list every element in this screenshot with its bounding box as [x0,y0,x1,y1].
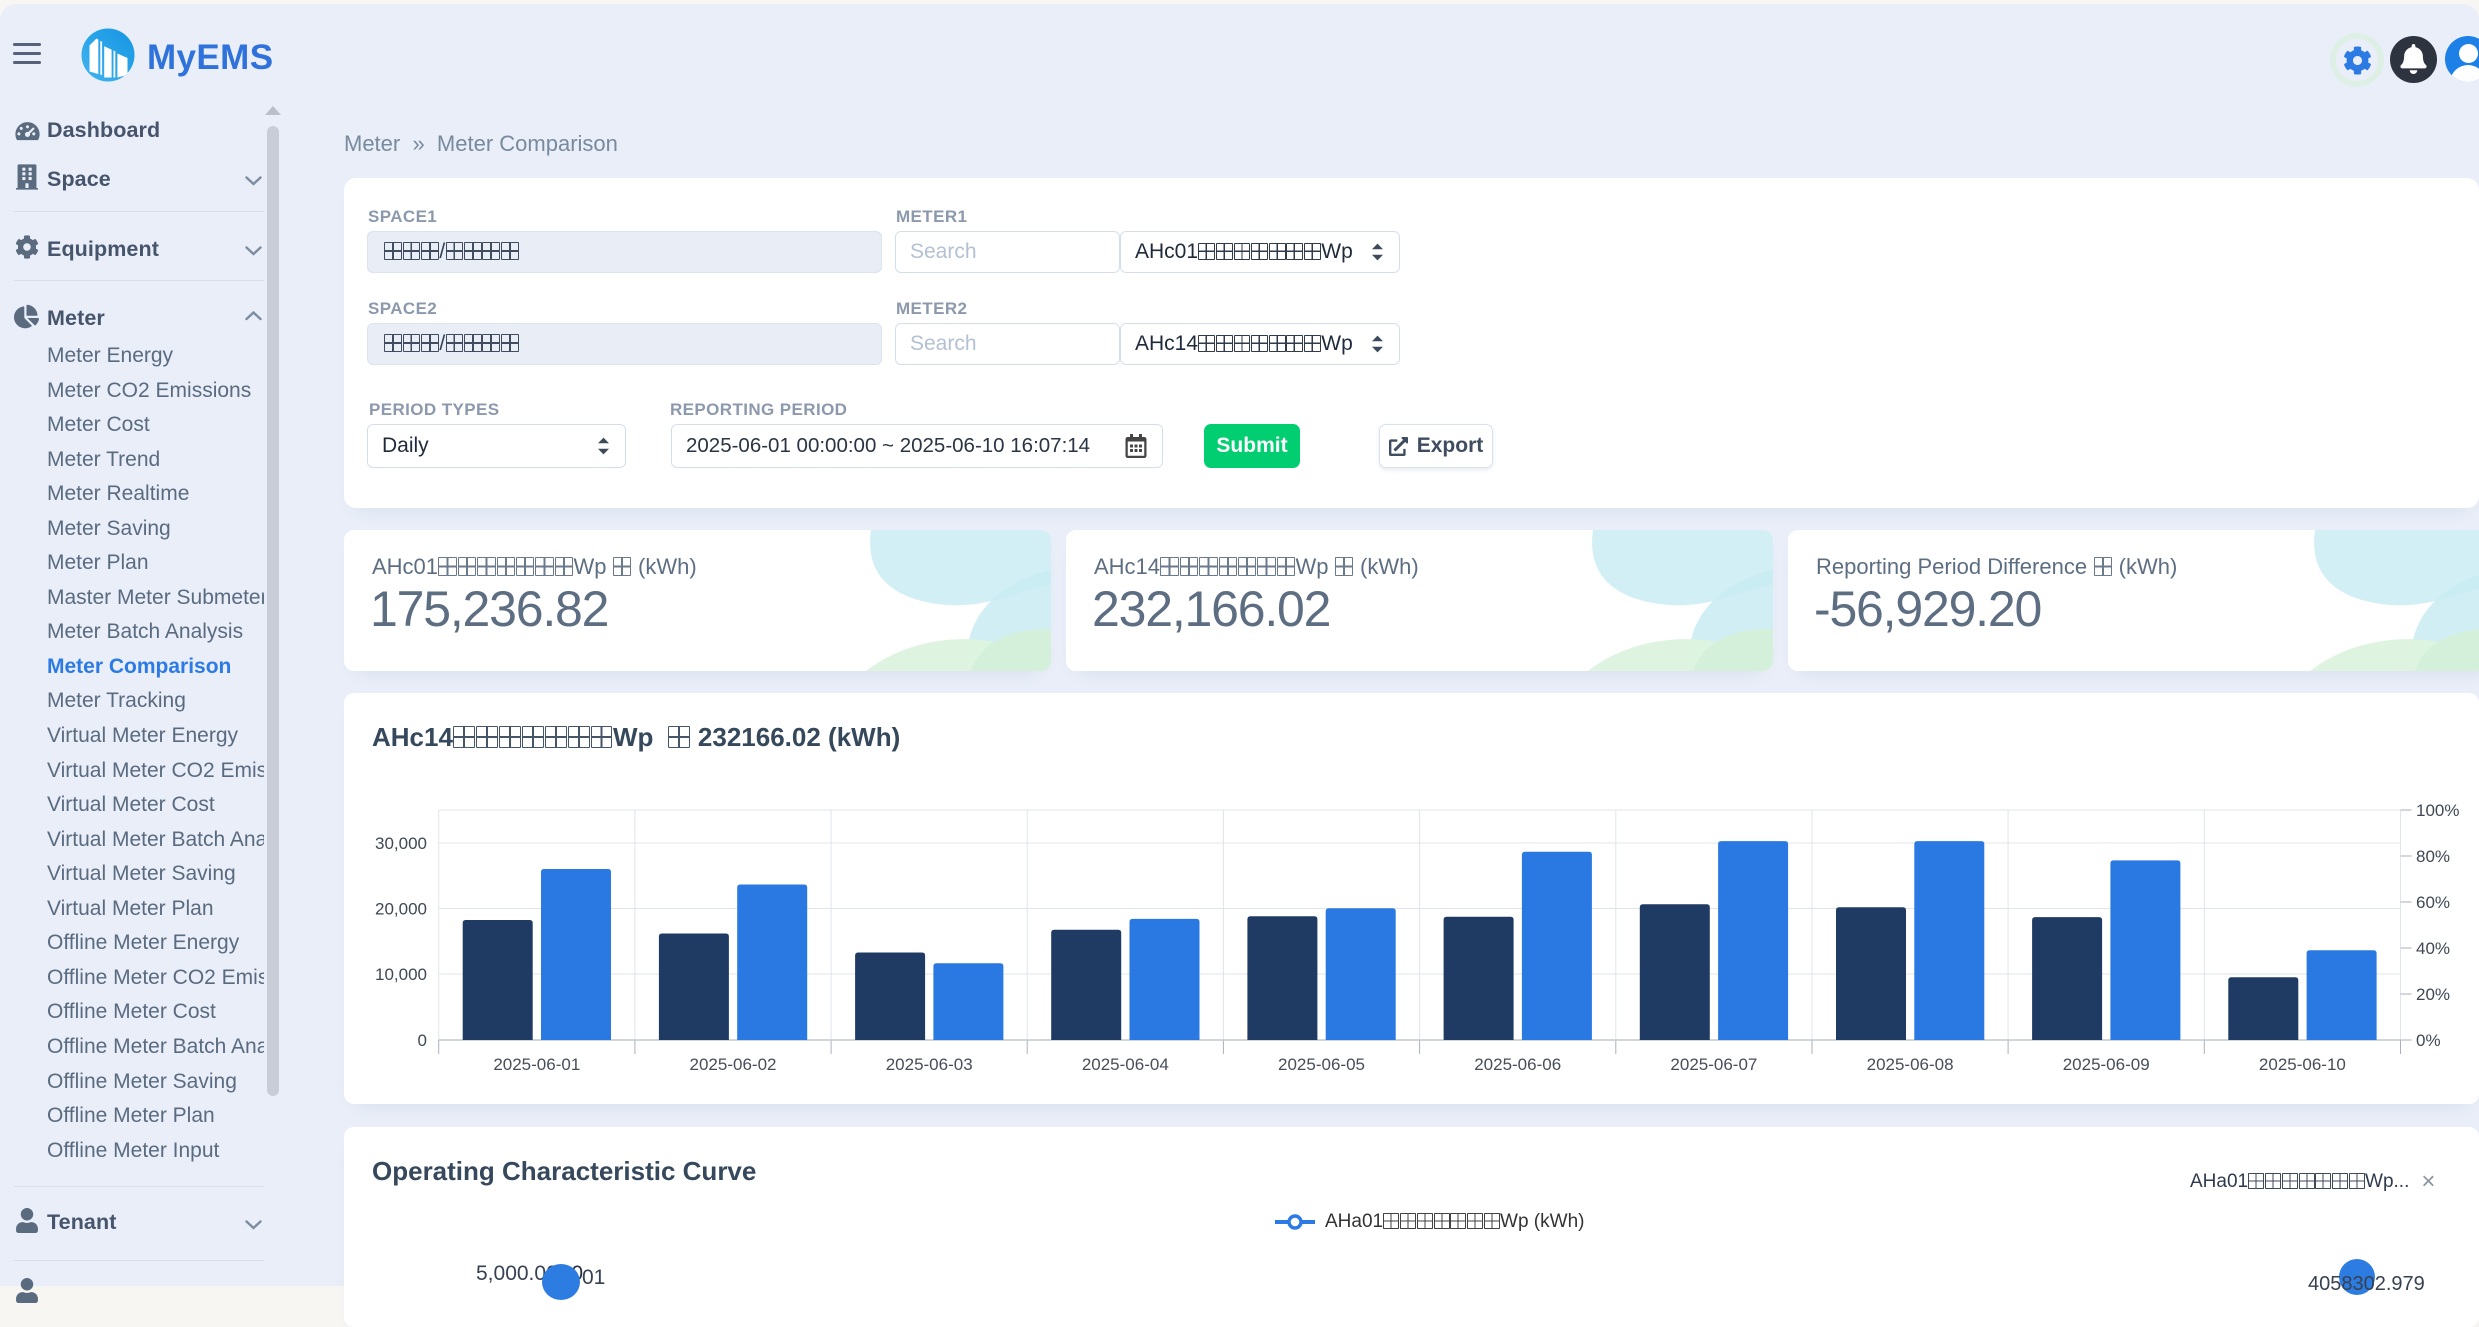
svg-text:2025-06-07: 2025-06-07 [1670,1055,1757,1074]
svg-text:100%: 100% [2416,801,2459,820]
svg-text:20,000: 20,000 [375,900,427,919]
svg-text:2025-06-05: 2025-06-05 [1278,1055,1365,1074]
svg-text:80%: 80% [2416,847,2450,866]
svg-text:10,000: 10,000 [375,965,427,984]
svg-text:60%: 60% [2416,893,2450,912]
svg-text:0: 0 [418,1031,427,1050]
svg-text:0%: 0% [2416,1031,2441,1050]
svg-text:2025-06-04: 2025-06-04 [1082,1055,1169,1074]
svg-text:2025-06-09: 2025-06-09 [2063,1055,2150,1074]
svg-text:40%: 40% [2416,939,2450,958]
svg-text:2025-06-10: 2025-06-10 [2259,1055,2346,1074]
svg-text:2025-06-03: 2025-06-03 [886,1055,973,1074]
svg-text:2025-06-01: 2025-06-01 [493,1055,580,1074]
svg-text:2025-06-06: 2025-06-06 [1474,1055,1561,1074]
svg-text:30,000: 30,000 [375,834,427,853]
svg-text:2025-06-02: 2025-06-02 [690,1055,777,1074]
svg-text:20%: 20% [2416,985,2450,1004]
svg-text:2025-06-08: 2025-06-08 [1867,1055,1954,1074]
